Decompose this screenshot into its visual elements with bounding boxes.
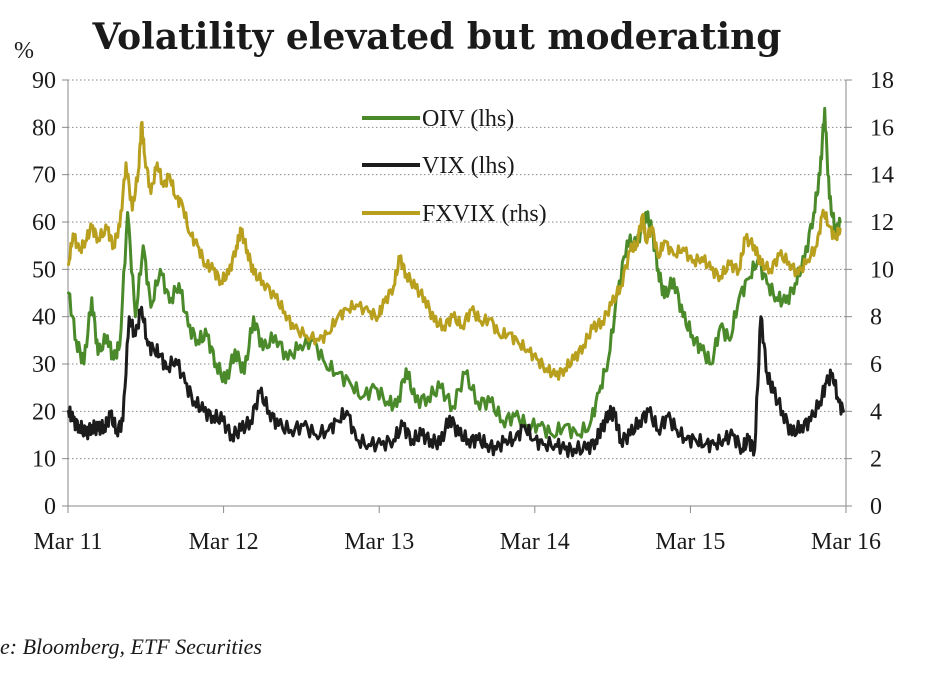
left-tick-label: 90 [32,68,56,94]
x-tick-label: Mar 13 [344,529,414,555]
legend-label-oiv: OIV (lhs) [422,106,514,132]
left-tick-label: 40 [32,305,56,331]
x-tick-label: Mar 14 [500,529,570,555]
x-tick-label: Mar 15 [655,529,725,555]
right-tick-label: 12 [870,210,894,236]
right-tick-label: 18 [870,68,894,94]
series-line-oiv [67,106,842,440]
left-tick-label: 20 [32,399,56,425]
right-tick-label: 16 [870,115,894,141]
left-tick-label: 70 [32,163,56,189]
left-tick-label: 10 [32,447,56,473]
legend-label-fxvix: FXVIX (rhs) [422,201,547,227]
series-line-fxvix [67,120,842,381]
x-axis-ticks: Mar 11 Mar 12 Mar 13 Mar 14 Mar 15 Mar 16 [33,506,881,555]
x-tick-label: Mar 12 [189,529,259,555]
chart-title: Volatility elevated but moderating [92,16,782,58]
y-axis-unit-label: % [14,38,34,64]
left-tick-label: 0 [44,494,56,520]
left-tick-label: 80 [32,115,56,141]
right-tick-label: 10 [870,257,894,283]
right-tick-label: 2 [870,447,882,473]
x-tick-label: Mar 16 [811,529,881,555]
left-tick-label: 50 [32,257,56,283]
right-axis-ticks: 0 2 4 6 8 10 12 14 16 18 [846,68,894,520]
right-tick-label: 6 [870,352,882,378]
right-tick-label: 0 [870,494,882,520]
series-lines [67,106,845,458]
right-tick-label: 14 [870,163,894,189]
series-line-vix [67,305,845,458]
legend: OIV (lhs) VIX (lhs) FXVIX (rhs) [362,106,547,227]
source-note: e: Bloomberg, ETF Securities [0,634,262,659]
left-axis-ticks: 0 10 20 30 40 50 60 70 80 90 [32,68,68,520]
right-tick-label: 8 [870,305,882,331]
left-tick-label: 30 [32,352,56,378]
left-tick-label: 60 [32,210,56,236]
legend-label-vix: VIX (lhs) [422,153,515,179]
x-tick-label: Mar 11 [33,529,102,555]
right-tick-label: 4 [870,399,882,425]
